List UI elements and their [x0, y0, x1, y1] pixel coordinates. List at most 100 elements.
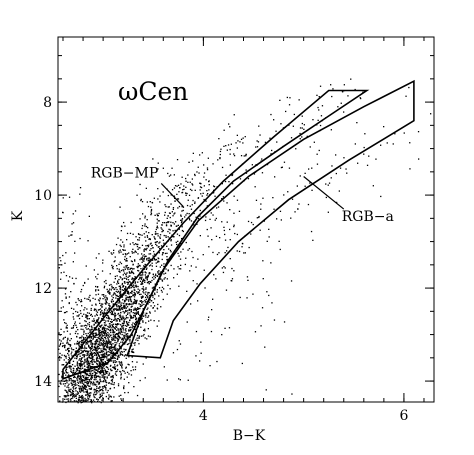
data-point [80, 367, 82, 369]
data-point [190, 220, 193, 222]
data-point [219, 153, 221, 156]
data-point [155, 265, 158, 267]
data-point [101, 351, 103, 353]
data-point [158, 287, 161, 289]
data-point [103, 295, 105, 297]
data-point [312, 239, 314, 241]
data-point [142, 314, 144, 316]
data-point [114, 327, 116, 329]
data-point [122, 323, 124, 325]
data-point [78, 314, 80, 316]
data-point [95, 304, 97, 306]
data-point [94, 315, 96, 317]
data-point [106, 302, 108, 304]
data-point [273, 319, 276, 321]
data-point [192, 256, 194, 259]
data-point [207, 235, 209, 237]
data-point [66, 366, 68, 368]
data-point [120, 245, 122, 248]
data-point [90, 383, 92, 385]
data-point [124, 338, 126, 340]
data-point [76, 335, 78, 338]
data-point [107, 342, 109, 344]
data-point [141, 253, 143, 255]
data-point [168, 221, 170, 223]
data-point [93, 332, 95, 334]
data-point [159, 237, 161, 239]
data-point [70, 234, 72, 236]
data-point [125, 286, 127, 288]
data-point [105, 317, 108, 319]
data-point [89, 347, 91, 349]
data-point [383, 126, 385, 128]
data-point [67, 380, 69, 382]
data-point [191, 183, 193, 185]
data-point [58, 267, 60, 269]
data-point [72, 393, 74, 395]
data-point [117, 302, 119, 304]
data-point [139, 300, 141, 302]
data-point [108, 316, 110, 318]
data-point [86, 357, 88, 360]
data-point [103, 348, 105, 350]
data-point [86, 334, 88, 337]
y-tick-label: 8 [43, 95, 52, 111]
data-point [154, 277, 156, 279]
data-point [89, 325, 91, 328]
data-point [84, 385, 86, 388]
data-point [103, 319, 105, 321]
data-point [84, 368, 86, 370]
data-point [90, 378, 92, 380]
data-point [156, 226, 158, 229]
data-point [296, 185, 298, 187]
data-point [66, 340, 68, 342]
data-point [143, 292, 145, 294]
data-point [98, 355, 100, 357]
data-point [96, 340, 99, 343]
data-point [81, 300, 83, 303]
data-point [310, 230, 313, 233]
data-point [105, 324, 107, 326]
data-point [121, 284, 123, 286]
data-point [104, 302, 106, 304]
data-point [119, 291, 122, 293]
data-point [247, 220, 250, 223]
data-point [197, 197, 200, 199]
data-point [212, 163, 214, 165]
data-point [187, 379, 189, 381]
data-point [103, 364, 105, 366]
data-point [78, 317, 81, 320]
data-point [124, 256, 126, 258]
data-point [85, 333, 87, 335]
data-point [167, 230, 169, 233]
data-point [92, 349, 94, 352]
data-point [203, 198, 205, 201]
data-point [78, 385, 80, 387]
data-point [156, 241, 158, 243]
data-point [144, 256, 146, 258]
data-point [97, 329, 99, 331]
data-point [111, 350, 113, 352]
data-point [183, 188, 185, 190]
data-point [210, 330, 213, 333]
data-point [142, 280, 144, 283]
data-point [126, 376, 128, 378]
data-point [126, 264, 128, 267]
data-point [105, 329, 107, 332]
data-point [172, 352, 175, 354]
data-point [188, 218, 191, 220]
data-point [71, 348, 73, 351]
data-point [98, 331, 100, 333]
data-point [84, 381, 86, 383]
data-point [119, 206, 121, 208]
data-point [75, 370, 77, 372]
data-point [223, 145, 225, 147]
data-point [112, 366, 114, 368]
data-point [82, 339, 84, 342]
data-point [132, 366, 134, 368]
data-point [167, 236, 169, 238]
data-point [134, 250, 136, 253]
data-point [79, 310, 82, 312]
data-point [117, 280, 119, 282]
data-point [112, 376, 114, 378]
